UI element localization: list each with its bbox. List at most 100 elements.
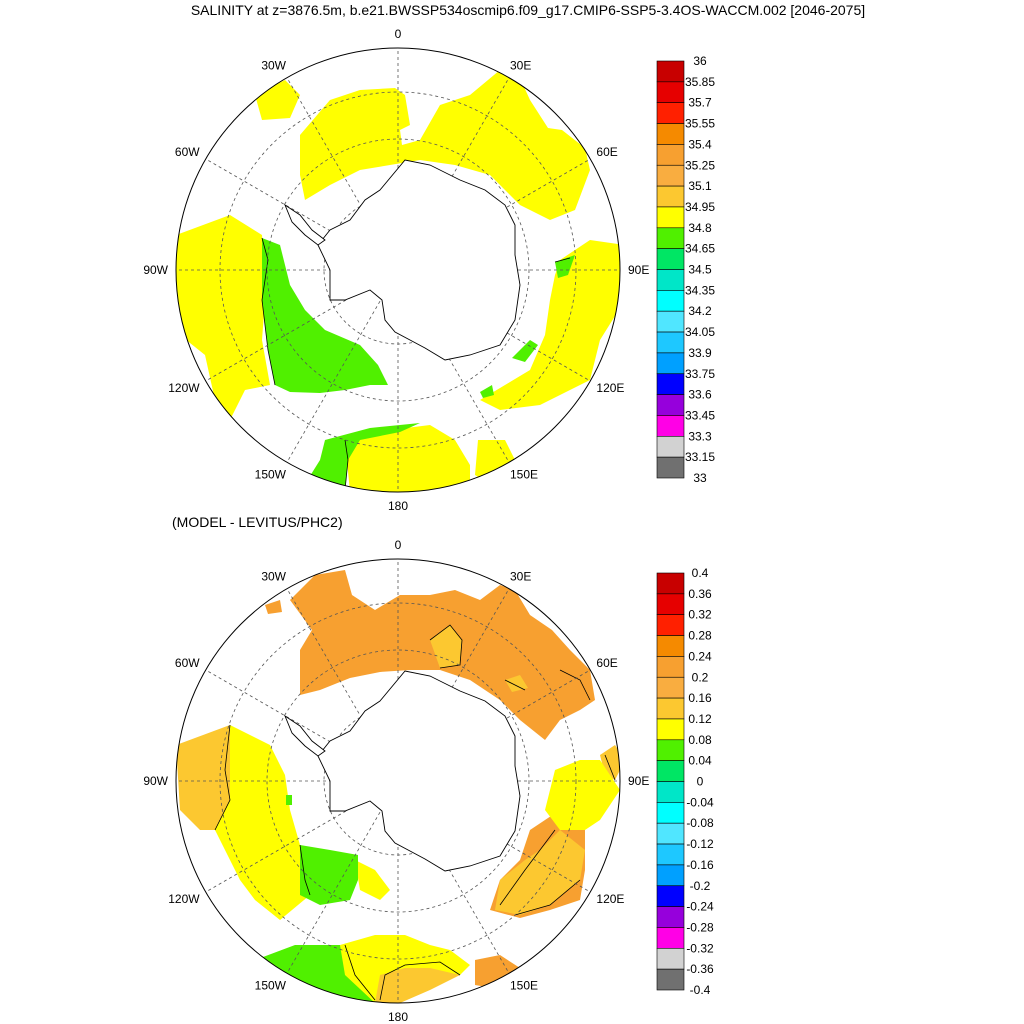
colorbar-box: [656, 435, 685, 458]
colorbar-label: 0.12: [688, 712, 712, 726]
colorbar-box: [656, 164, 685, 187]
colorbar-box: [656, 572, 685, 595]
colorbar-label: 0.16: [688, 691, 712, 705]
colorbar-label: 33.3: [688, 429, 712, 443]
colorbar-box: [656, 864, 685, 887]
longitude-label: 150W: [255, 978, 287, 992]
colorbar-label: 0.04: [688, 754, 712, 768]
field-region: [265, 600, 282, 614]
field-region: [475, 440, 520, 490]
colorbar-label: 33.9: [688, 346, 712, 360]
colorbar: 0.4 0.36 0.32 0.28 0.24 0.2 0.16 0.12 0.08 0.04 0 -…: [656, 566, 714, 997]
colorbar-box: [656, 656, 685, 678]
colorbar-box: [656, 352, 685, 375]
colorbar-label: 35.7: [688, 96, 712, 110]
colorbar-label: 35.85: [685, 75, 715, 89]
colorbar-label: -0.32: [686, 941, 714, 955]
field-region: [300, 845, 358, 905]
field-region: [345, 425, 470, 492]
colorbar-box: [656, 373, 685, 395]
colorbar-label: 0.4: [692, 566, 709, 580]
colorbar-label: 35.4: [688, 137, 712, 151]
field-region: [340, 935, 470, 1003]
colorbar-box: [656, 248, 685, 270]
longitude-labels: 0 30E 60E 90E 120E 150E 180 150W 120W 90W 60W 30W: [143, 538, 649, 1024]
field-region: [430, 625, 462, 668]
meridian-line: [286, 780, 399, 974]
field-region: [505, 675, 528, 692]
antarctica-coastline: [317, 159, 521, 361]
colorbar-label: 0.08: [688, 733, 712, 747]
colorbar-box: [656, 760, 685, 782]
colorbar-box: [656, 290, 685, 312]
longitude-label: 120E: [596, 892, 624, 906]
colorbar-label: 0.32: [688, 608, 712, 622]
colorbar-box: [656, 927, 685, 949]
colorbar-box: [656, 310, 685, 333]
panel-title: SALINITY at z=3876.5m, b.e21.BWSSP534osc…: [191, 2, 865, 18]
longitude-label: 30E: [510, 59, 531, 73]
panel-title: (MODEL - LEVITUS/PHC2): [172, 514, 343, 530]
map-field: [176, 70, 620, 492]
longitude-label: 120W: [168, 892, 200, 906]
peninsula-coastline: [284, 203, 326, 246]
colorbar-label: 0.2: [692, 670, 709, 684]
longitude-label: 90E: [628, 263, 649, 277]
colorbar-label: 33.45: [685, 408, 715, 422]
colorbar-label: -0.28: [686, 920, 714, 934]
field-region: [176, 725, 230, 830]
colorbar-box: [656, 802, 685, 824]
longitude-label: 60E: [596, 145, 617, 159]
longitude-label: 30W: [261, 59, 286, 73]
colorbar-box: [656, 456, 685, 479]
colorbar-box: [656, 885, 685, 907]
colorbar-label: 35.25: [685, 158, 715, 172]
colorbar-box: [656, 739, 685, 761]
colorbar-label: 0.28: [688, 629, 712, 643]
colorbar-box: [656, 60, 685, 83]
longitude-label: 150W: [255, 467, 287, 481]
longitude-label: 90E: [628, 774, 649, 788]
colorbar-label: -0.4: [690, 983, 711, 997]
longitude-label: 120W: [168, 381, 200, 395]
colorbar-label: 34.5: [688, 263, 712, 277]
colorbar-label: 33.75: [685, 367, 715, 381]
longitude-label: 90W: [143, 263, 168, 277]
colorbar-label: -0.24: [686, 900, 714, 914]
field-region: [286, 795, 292, 805]
colorbar-label: 34.8: [688, 221, 712, 235]
colorbar-label: -0.04: [686, 795, 714, 809]
map-boundary: [175, 47, 621, 493]
panel-salinity: SALINITY at z=3876.5m, b.e21.BWSSP534osc…: [143, 2, 865, 513]
colorbar-box: [656, 185, 685, 208]
longitude-label: 180: [388, 499, 408, 513]
colorbar-box: [656, 144, 685, 166]
longitude-label: 60W: [175, 145, 200, 159]
field-region: [215, 725, 310, 920]
field-region: [262, 238, 388, 393]
colorbar-box: [656, 781, 685, 803]
colorbar-label: 0.24: [688, 649, 712, 663]
antarctica-coastline: [317, 670, 521, 872]
colorbar-box: [656, 906, 685, 928]
panel-difference: (MODEL - LEVITUS/PHC2): [143, 514, 714, 1024]
colorbar-box: [656, 394, 685, 416]
map-field: [176, 570, 620, 1003]
colorbar-label: 33.6: [688, 388, 712, 402]
field-region: [300, 423, 420, 492]
colorbar-label: -0.2: [690, 879, 711, 893]
colorbar-box: [656, 123, 685, 145]
longitude-label: 180: [388, 1010, 408, 1024]
colorbar-label: 0.36: [688, 587, 712, 601]
colorbar-label: 35.55: [685, 117, 715, 131]
longitude-label: 120E: [596, 381, 624, 395]
meridian-line: [286, 269, 399, 463]
colorbar-box: [656, 635, 685, 657]
colorbar-box: [656, 947, 685, 970]
colorbar-box: [656, 415, 685, 437]
colorbar-box: [656, 206, 685, 229]
longitude-label: 30W: [261, 570, 286, 584]
colorbar-label: 36: [693, 54, 707, 68]
colorbar-box: [656, 697, 685, 720]
